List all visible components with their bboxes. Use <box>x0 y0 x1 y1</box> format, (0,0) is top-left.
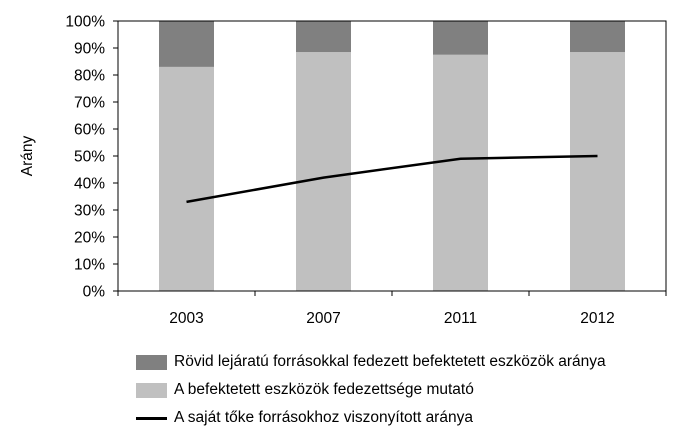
legend-swatch-line <box>136 411 167 426</box>
legend-swatch-dark <box>136 354 167 370</box>
legend-item-equity: A saját tőke forrásokhoz viszonyított ar… <box>136 404 606 432</box>
legend-label: A saját tőke forrásokhoz viszonyított ar… <box>174 409 473 426</box>
y-tick-label: 10% <box>74 257 105 274</box>
legend-item-short-term: Rövid lejáratú forrásokkal fedezett befe… <box>136 348 606 376</box>
y-tick-label: 80% <box>74 68 105 85</box>
line-equity-ratio <box>186 154 598 204</box>
y-tick-label: 70% <box>74 95 105 112</box>
y-tick-label: 40% <box>74 176 105 193</box>
y-tick-label: 0% <box>83 284 106 301</box>
bar-coverage-2003 <box>159 66 214 292</box>
bar-coverage-2007 <box>296 52 351 291</box>
x-tick-label: 2003 <box>169 310 203 327</box>
y-axis-label: Arány <box>19 136 36 177</box>
legend: Rövid lejáratú forrásokkal fedezett befe… <box>136 348 606 432</box>
bar-short-term-2007 <box>296 21 351 53</box>
y-tick-label: 50% <box>74 149 105 166</box>
bar-short-term-2011 <box>433 21 488 55</box>
legend-label: Rövid lejáratú forrásokkal fedezett befe… <box>174 353 606 370</box>
bar-coverage-2011 <box>433 54 488 291</box>
x-tick-label: 2011 <box>444 310 477 327</box>
y-tick-label: 60% <box>74 122 105 139</box>
legend-label: A befektetett eszközök fedezettsége muta… <box>174 381 474 398</box>
legend-item-coverage: A befektetett eszközök fedezettsége muta… <box>136 376 606 404</box>
bar-short-term-2012 <box>570 21 625 53</box>
bar-short-term-2003 <box>159 21 214 67</box>
plot-area: 0% 10% 20% 30% 40% 50% 60% 70% 80% 90% 100% 2003 200… <box>19 14 667 327</box>
y-tick-label: 100% <box>65 14 105 31</box>
y-tick-label: 30% <box>74 203 105 220</box>
bar-coverage-2012 <box>570 52 625 291</box>
y-tick-label: 20% <box>74 230 105 247</box>
y-tick-label: 90% <box>74 41 105 58</box>
legend-swatch-light <box>136 382 167 398</box>
x-tick-label: 2012 <box>580 310 614 327</box>
x-tick-label: 2007 <box>306 310 340 327</box>
